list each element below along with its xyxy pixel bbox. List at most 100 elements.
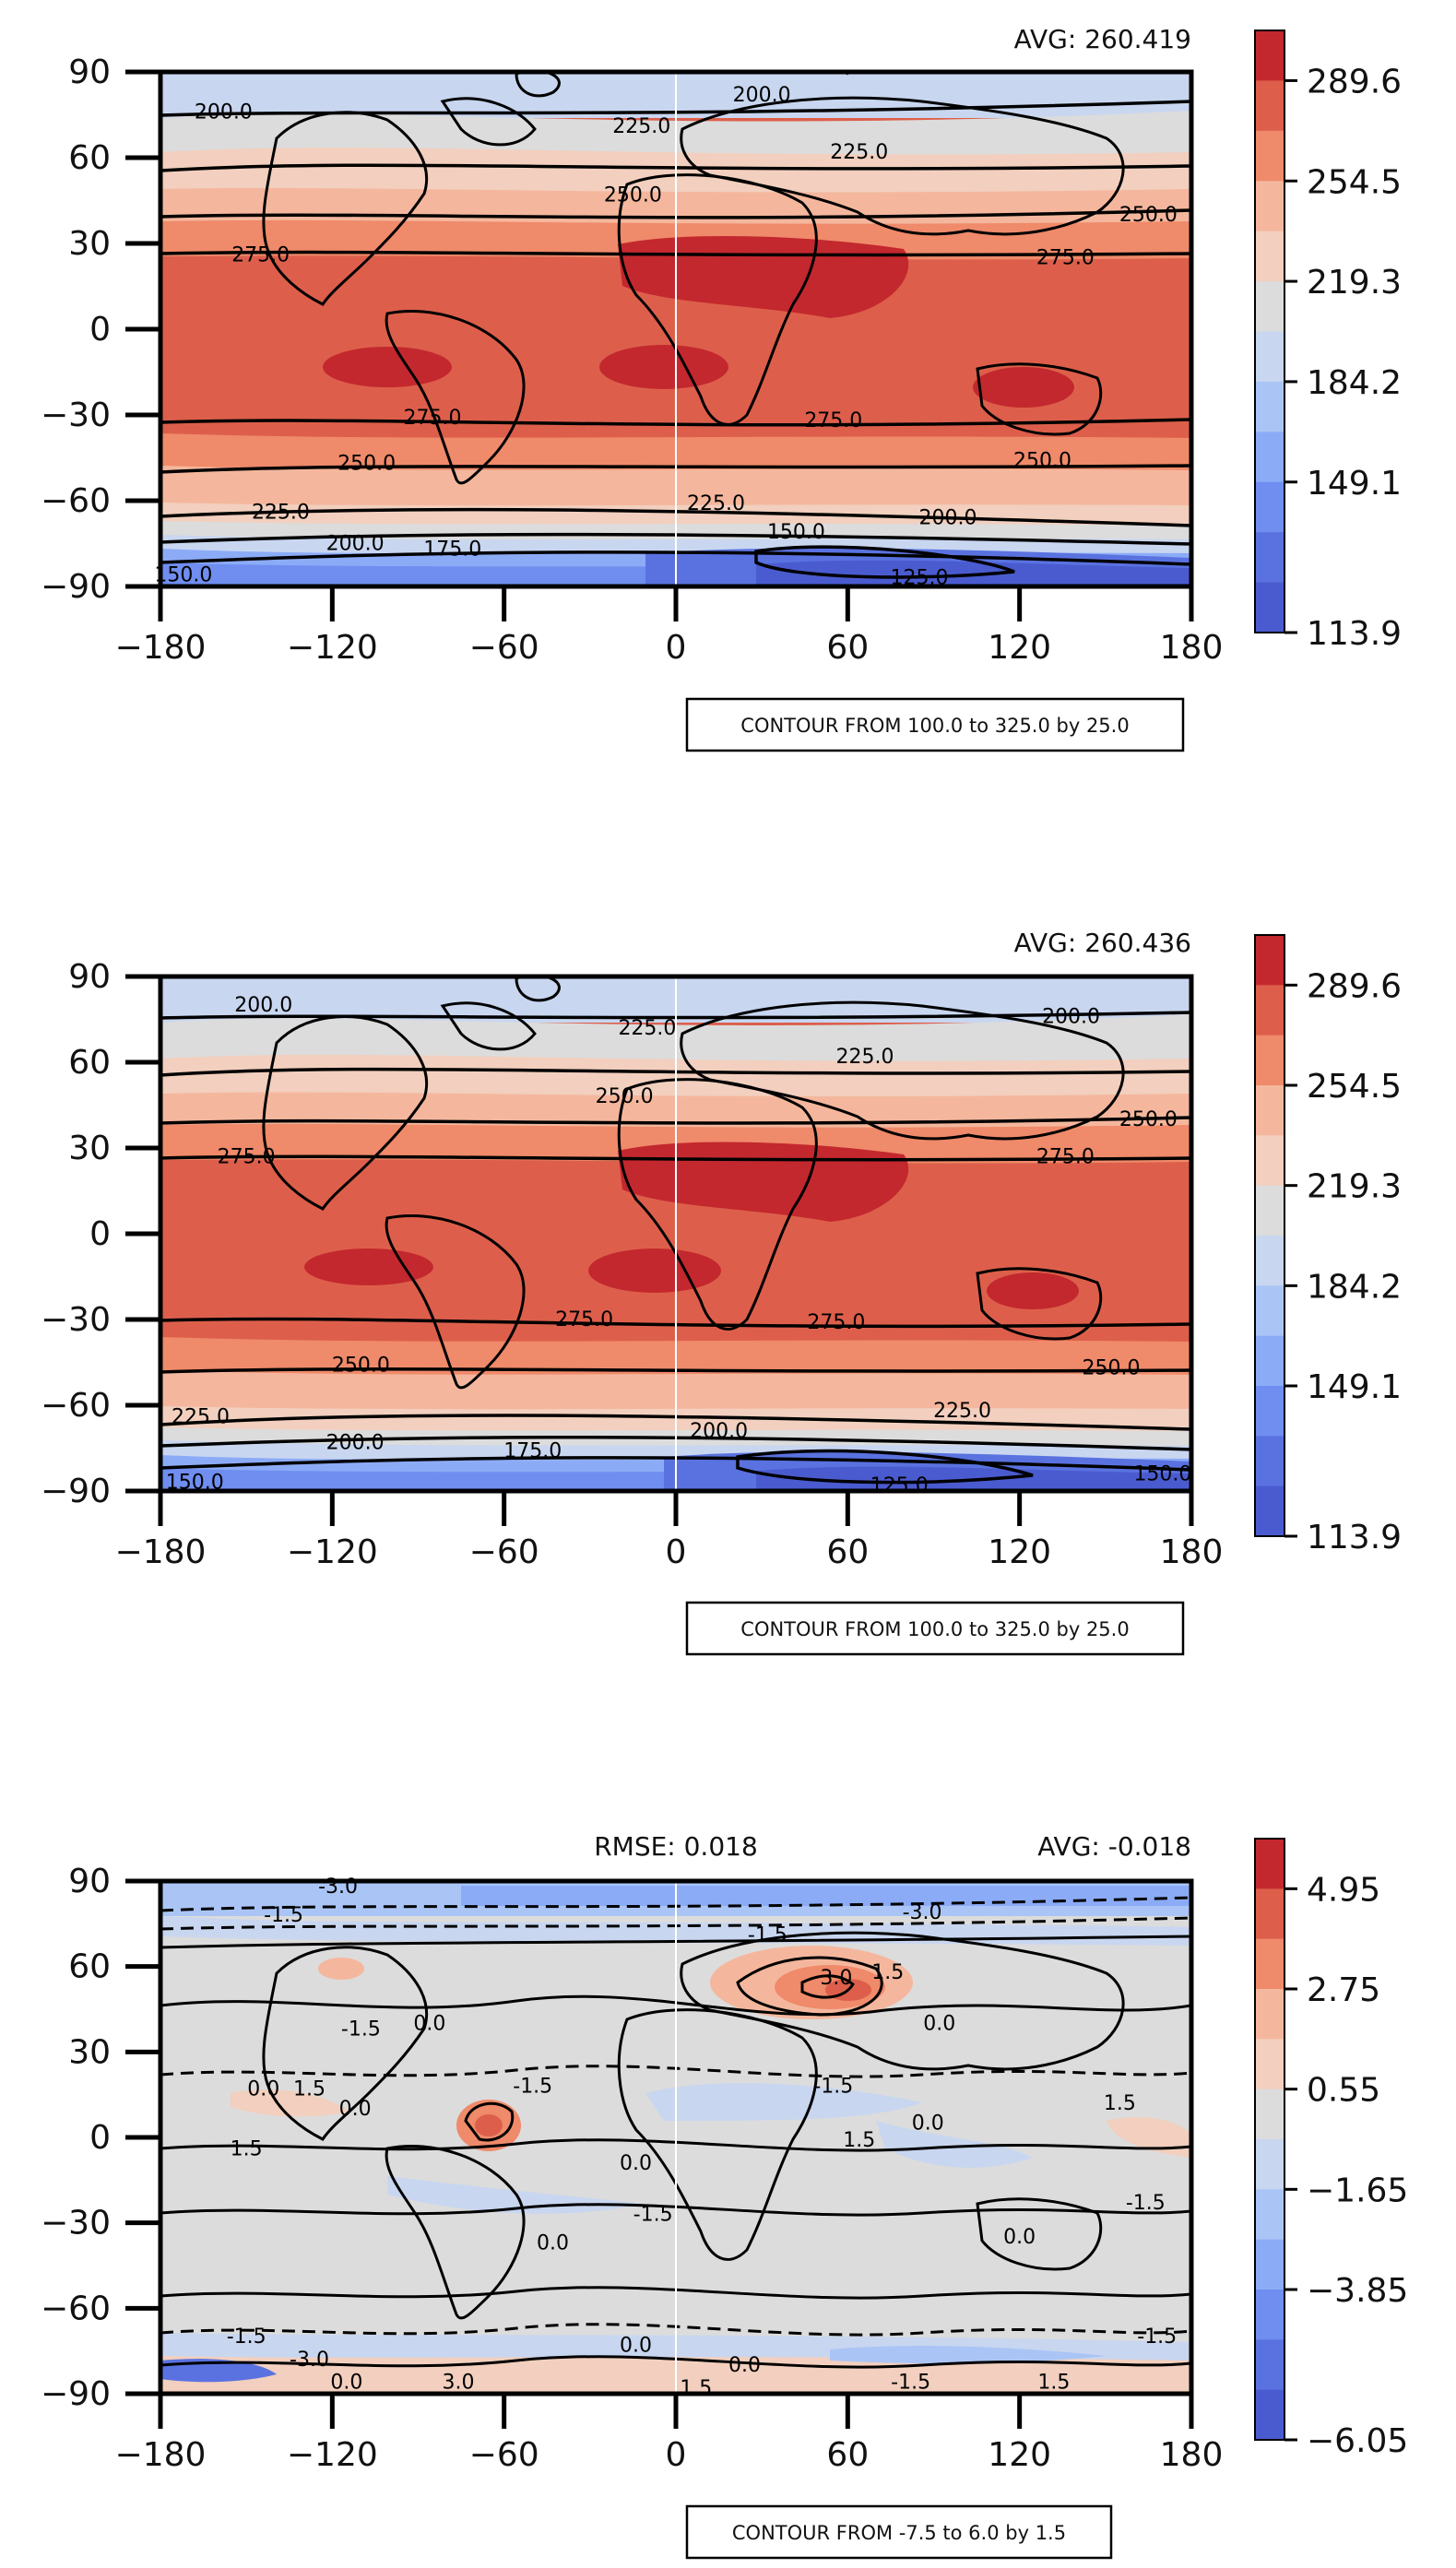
contour-label: 1.5 (680, 2377, 712, 2400)
x-tick-label: −120 (287, 2436, 378, 2474)
contour-label: 275.0 (404, 407, 462, 430)
panel-3-field (160, 1881, 1191, 2394)
x-tick-label: −180 (115, 629, 207, 667)
colorbar-tick-label: 0.55 (1307, 2072, 1380, 2110)
panel-3-contour-note-text: CONTOUR FROM -7.5 to 6.0 by 1.5 (732, 2522, 1066, 2544)
colorbar-tick-label: −1.65 (1307, 2172, 1408, 2209)
contour-label: 0.0 (620, 2334, 652, 2357)
panel-1-colorbar: 289.6 254.5 219.3 184.2 149.1 113.9 (1254, 30, 1402, 653)
colorbar-segment (1255, 2039, 1284, 2090)
colorbar-segment (1255, 1989, 1284, 2040)
contour-label: 225.0 (172, 1405, 230, 1428)
contour-label: -1.5 (227, 2325, 266, 2349)
contour-label: 125.0 (890, 567, 948, 590)
colorbar-tick-label: 113.9 (1307, 1519, 1402, 1556)
contour-label: 150.0 (154, 564, 212, 587)
contour-label: 275.0 (1036, 247, 1095, 270)
contour-label: -3.0 (318, 1876, 358, 1899)
colorbar-segment (1255, 331, 1284, 383)
x-tick-label: −120 (287, 1533, 378, 1571)
colorbar-segment (1255, 985, 1284, 1036)
contour-label: 275.0 (1036, 1145, 1095, 1168)
y-tick-label: 30 (68, 225, 111, 263)
panel-2-axis-ticks: −180 −120 −60 0 60 120 180 90 60 30 0 −30 −60 −90 (41, 958, 1223, 1571)
x-tick-label: −60 (469, 2436, 539, 2474)
x-tick-label: −180 (115, 1533, 207, 1571)
colorbar-segment (1255, 281, 1284, 332)
panel-2-contour-note-text: CONTOUR FROM 100.0 to 325.0 by 25.0 (740, 1618, 1129, 1640)
x-tick-label: 180 (1160, 1533, 1224, 1571)
contour-label: 175.0 (423, 538, 481, 562)
colorbar-tick-label: 289.6 (1307, 63, 1402, 101)
contour-label: 125.0 (870, 1474, 929, 1497)
colorbar-segment (1255, 181, 1284, 232)
contour-label: 0.0 (728, 2354, 761, 2377)
contour-label: -1.5 (341, 2018, 381, 2041)
contour-label: 0.0 (413, 2012, 445, 2035)
contour-label: 225.0 (830, 141, 888, 164)
contour-label: 250.0 (1119, 1108, 1178, 1131)
colorbar-segment (1255, 130, 1284, 182)
panel-1-contour-labels: 200.0 200.0 225.0 225.0 250.0 250.0 275.0 275.0… (154, 84, 1178, 590)
x-tick-label: 120 (988, 629, 1051, 667)
x-tick-label: 0 (666, 1533, 687, 1571)
x-tick-label: 120 (988, 1533, 1051, 1571)
x-tick-label: −180 (115, 2436, 207, 2474)
contour-label: 250.0 (1119, 204, 1178, 227)
contour-label: 1.5 (1104, 2092, 1136, 2115)
panel-3: -3.0 -1.5 -3.0 -1.5 3.0 1.5 0.0 -1.5 0.0 0.0 1.5 0.… (41, 1831, 1408, 2560)
colorbar-segment (1255, 582, 1284, 633)
contour-label: 0.0 (247, 2077, 279, 2101)
y-tick-label: 30 (68, 1130, 111, 1167)
y-tick-label: −30 (41, 2205, 111, 2243)
contour-label: 250.0 (1083, 1357, 1141, 1380)
colorbar-tick-label: 2.75 (1307, 1971, 1380, 2009)
y-tick-label: −60 (41, 482, 111, 520)
colorbar-segment (1255, 2339, 1284, 2391)
colorbar-tick-label: 149.1 (1307, 465, 1402, 503)
colorbar-segment (1255, 2089, 1284, 2140)
contour-label: 200.0 (326, 533, 385, 556)
contour-label: 0.0 (330, 2372, 362, 2395)
panel-3-colorbar: 4.95 2.75 0.55 −1.65 −3.85 −6.05 (1254, 1838, 1408, 2460)
contour-label: 225.0 (252, 501, 310, 524)
contour-label: 250.0 (596, 1085, 654, 1108)
colorbar-frame (1254, 1838, 1285, 2441)
colorbar-tick-label: −3.85 (1307, 2272, 1408, 2310)
panel-1-field (160, 72, 1191, 586)
contour-label: 225.0 (687, 492, 745, 515)
colorbar-segment (1255, 1938, 1284, 1990)
colorbar-segment (1255, 1285, 1284, 1337)
x-tick-label: 120 (988, 2436, 1051, 2474)
contour-label: -1.5 (264, 1904, 303, 1927)
contour-label: 200.0 (690, 1420, 748, 1443)
panel-1-contour-note-text: CONTOUR FROM 100.0 to 325.0 by 25.0 (740, 715, 1129, 737)
colorbar-segment (1255, 532, 1284, 584)
panel-2-avg-label: AVG: 260.436 (1014, 928, 1191, 958)
colorbar-segment (1255, 2290, 1284, 2340)
colorbar-segment (1255, 1135, 1284, 1187)
contour-label: -1.5 (1126, 2192, 1166, 2215)
panel-1: 200.0 200.0 225.0 225.0 250.0 250.0 275.0 275.0… (41, 24, 1402, 752)
contour-label: 250.0 (604, 183, 662, 207)
colorbar-segment (1255, 2389, 1284, 2441)
panel-3-avg-label: AVG: -0.018 (1037, 1831, 1191, 1862)
colorbar-segment (1255, 1436, 1284, 1487)
contour-label: 200.0 (234, 994, 292, 1017)
contour-label: 1.5 (293, 2077, 326, 2101)
y-tick-label: −30 (41, 396, 111, 434)
y-tick-label: 0 (89, 311, 111, 349)
panel-2-contour-labels: 200.0 200.0 225.0 225.0 250.0 250.0 275.0 275.0… (166, 994, 1192, 1497)
contour-label: 0.0 (923, 2012, 955, 2035)
y-tick-label: −90 (41, 1473, 111, 1510)
contour-label: 3.0 (442, 2372, 474, 2395)
colorbar-tick-label: 113.9 (1307, 615, 1402, 653)
contour-label: 225.0 (933, 1400, 991, 1423)
x-tick-label: 60 (826, 2436, 869, 2474)
panel-2-field (160, 976, 1191, 1491)
contour-label: 225.0 (612, 115, 670, 138)
colorbar-frame (1254, 934, 1285, 1537)
colorbar-segment (1255, 432, 1284, 483)
y-tick-label: 60 (68, 1044, 111, 1082)
